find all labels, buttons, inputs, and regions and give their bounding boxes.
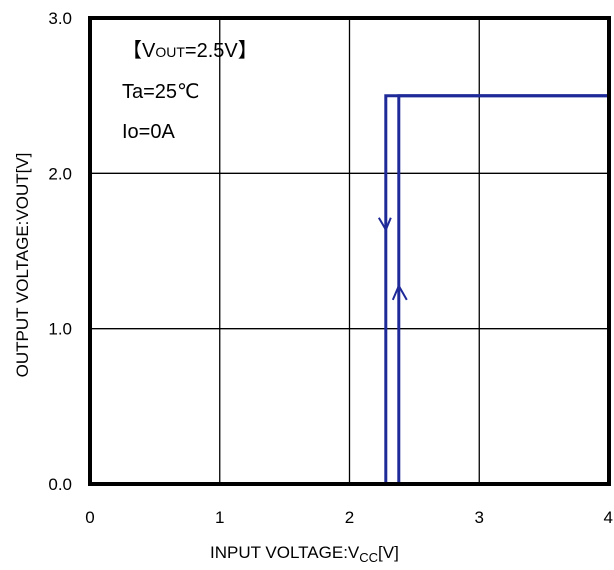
annotation-vout: 【VOUT=2.5V】	[122, 40, 258, 62]
y-axis-label: OUTPUT VOLTAGE:VOUT[V]	[13, 153, 32, 378]
y-tick-label: 3.0	[48, 9, 72, 28]
arrow-down-icon	[377, 217, 392, 232]
plot-frame	[88, 16, 611, 486]
arrow-up-icon	[391, 283, 408, 301]
x-tick-label: 2	[345, 508, 354, 527]
x-axis-label: INPUT VOLTAGE:VCC[V]	[210, 543, 399, 565]
annotation-io: Io=0A	[122, 121, 175, 143]
tick-labels: 0 1 2 3 4 0.0 1.0 2.0 3.0	[48, 9, 613, 527]
annotation-ta: Ta=25℃	[122, 81, 200, 103]
plot-border	[88, 16, 611, 486]
y-tick-label: 0.0	[48, 475, 72, 494]
x-tick-label: 1	[215, 508, 224, 527]
x-tick-label: 0	[85, 508, 94, 527]
y-tick-label: 2.0	[48, 164, 72, 183]
x-tick-label: 4	[604, 508, 613, 527]
y-tick-label: 1.0	[48, 320, 72, 339]
x-tick-label: 3	[475, 508, 484, 527]
